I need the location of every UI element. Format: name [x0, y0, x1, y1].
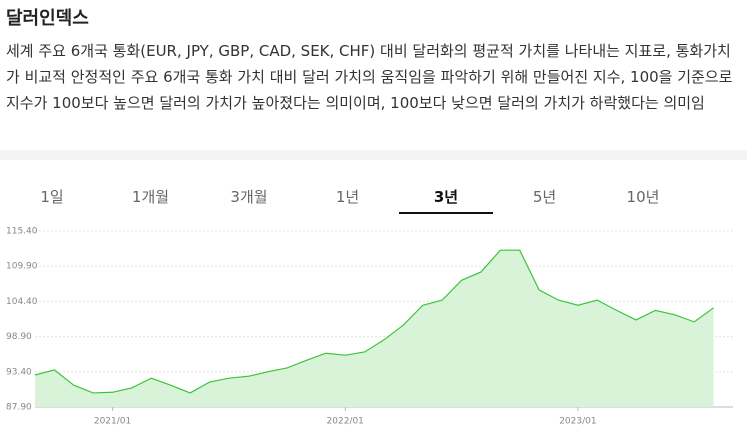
y-tick-label: 93.40: [6, 367, 32, 377]
area: [35, 250, 714, 407]
period-tab[interactable]: 5년: [532, 188, 557, 206]
x-tick-label: 2022/01: [327, 417, 364, 427]
y-tick-label: 115.40: [6, 227, 38, 237]
y-tick-label: 109.90: [6, 262, 38, 272]
description: 세계 주요 6개국 통화(EUR, JPY, GBP, CAD, SEK, CH…: [6, 42, 733, 112]
period-tab[interactable]: 1개월: [131, 188, 170, 206]
divider: [0, 150, 747, 160]
period-tab[interactable]: 10년: [626, 188, 660, 206]
chart: 87.90 93.40 98.90 104.40 109.90 115.40 2021/01…: [6, 227, 733, 427]
period-tabs: 1일 1개월 3개월 1년 3년 5년 10년: [0, 182, 747, 216]
x-tick-label: 2023/01: [559, 417, 596, 427]
page-title: 달러인덱스: [6, 8, 89, 29]
period-tab[interactable]: 3년: [399, 182, 493, 214]
y-tick-label: 98.90: [6, 332, 32, 342]
y-tick-label: 87.90: [6, 403, 32, 413]
period-tab[interactable]: 3개월: [230, 188, 268, 206]
period-tab[interactable]: 1일: [40, 188, 64, 206]
period-tab[interactable]: 1년: [335, 188, 360, 206]
y-tick-label: 104.40: [6, 297, 38, 307]
x-tick-label: 2021/01: [94, 417, 131, 427]
line: [34, 249, 714, 394]
